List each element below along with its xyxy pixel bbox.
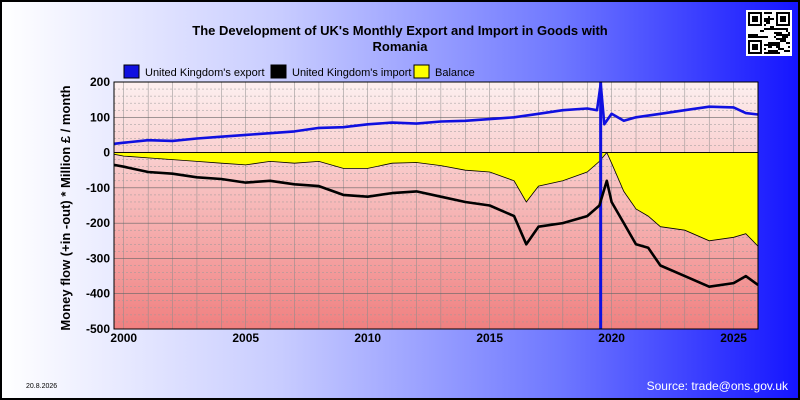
legend-export-label: United Kingdom's export — [145, 67, 265, 79]
y-tick-label: 100 — [90, 110, 110, 124]
legend: United Kingdom's export United Kingdom's… — [123, 64, 475, 79]
y-tick-label: -100 — [86, 181, 110, 195]
plot-border — [113, 81, 759, 330]
series-export-line — [113, 82, 759, 146]
x-tick-label: 2010 — [354, 331, 381, 345]
legend-import-label: United Kingdom's import — [292, 67, 412, 79]
x-tick-label: 2005 — [232, 331, 259, 345]
y-tick-label: -200 — [86, 216, 110, 230]
chart-title-line2: Romania — [373, 39, 429, 54]
y-tick-label: -300 — [86, 251, 110, 265]
qr-code-icon — [746, 10, 792, 56]
series-balance-area — [113, 151, 759, 248]
footer-source: Source: trade@ons.gov.uk — [647, 379, 789, 393]
x-tick-label: 2015 — [476, 331, 503, 345]
footer-date: 20.8.2026 — [26, 383, 57, 390]
legend-import-swatch — [270, 64, 287, 79]
legend-export-swatch — [123, 64, 140, 79]
y-tick-label: 0 — [103, 146, 110, 160]
y-tick-label: 200 — [90, 75, 110, 89]
legend-balance-swatch — [413, 64, 430, 79]
series-import-line — [113, 163, 759, 289]
y-tick-label: -400 — [86, 287, 110, 301]
y-tick-label: -500 — [86, 322, 110, 336]
y-axis-label: Money flow (+in -out) * Million £ / mont… — [58, 85, 73, 330]
x-tick-label: 2025 — [720, 331, 747, 345]
legend-balance-label: Balance — [435, 67, 475, 79]
chart-title-line1: The Development of UK's Monthly Export a… — [192, 23, 608, 38]
x-tick-label: 2020 — [598, 331, 625, 345]
x-tick-label: 2000 — [110, 331, 137, 345]
